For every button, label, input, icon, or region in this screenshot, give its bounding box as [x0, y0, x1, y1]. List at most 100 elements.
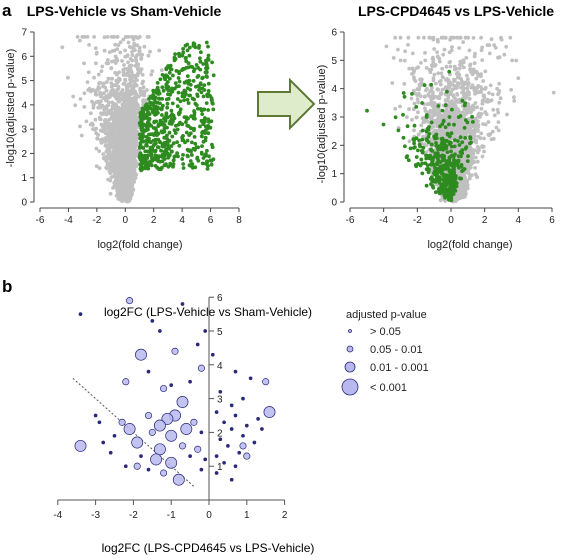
chart-a1-point-s0: [110, 161, 115, 166]
chart-a1-point-s1: [157, 91, 162, 96]
chart-a1-point-s1: [153, 149, 158, 154]
chart-a1-point-s1: [199, 118, 204, 123]
chart-a1-point-s0: [104, 123, 109, 128]
chart-a1-point-s0: [132, 43, 137, 48]
chart-a1-point-s1: [211, 73, 216, 78]
chart-a1-point-s0: [148, 49, 152, 54]
chart-a1-point-s0: [96, 133, 100, 137]
chart-a1-point-s1: [144, 102, 149, 107]
chart-a1-x-tick-label: 6: [208, 215, 214, 226]
chart-a2-point-s0: [490, 129, 495, 134]
chart-a2-point-s0: [407, 107, 411, 111]
chart-a1-point-s0: [113, 42, 118, 47]
chart-a1-point-s0: [106, 61, 110, 66]
chart-a2-point-s0: [398, 58, 403, 63]
chart-a1-point-s1: [209, 162, 214, 167]
chart-a1-point-s1: [140, 109, 145, 114]
chart-a1-y-tick-label: 5: [21, 76, 27, 87]
chart-a1-point-s0: [103, 143, 108, 148]
chart-a1-point-s0: [120, 160, 125, 165]
chart-a1-point-s1: [185, 74, 190, 78]
chart-a2-point-s0: [480, 58, 485, 62]
chart-a1-point-s0: [113, 123, 118, 128]
chart-a1-point-s1: [193, 165, 198, 170]
chart-a2-point-s0: [496, 110, 501, 115]
chart-a1-point-s1: [181, 47, 186, 51]
chart-a1-point-s1: [161, 144, 165, 149]
chart-a1-point-s1: [167, 153, 172, 158]
chart-a1-point-s1: [164, 66, 169, 71]
chart-a1-point-s0: [121, 37, 126, 42]
chart-a1-point-s0: [126, 40, 131, 45]
chart-a1-point-s1: [144, 135, 149, 139]
chart-a1-point-s0: [125, 87, 130, 92]
chart-a1-point-s0: [105, 160, 110, 165]
chart-a2-point-s0: [450, 45, 454, 49]
chart-a1-point-s1: [172, 116, 177, 121]
chart-a1-point-s0: [125, 154, 130, 158]
chart-a1-point-s0: [119, 127, 124, 132]
chart-a1-point-s0: [102, 48, 107, 53]
chart-a1-point-s0: [85, 35, 90, 39]
chart-a2-y-tick-label: 4: [331, 84, 337, 95]
chart-a1-point-s0: [133, 82, 138, 87]
chart-a1-point-s0: [110, 49, 115, 53]
chart-a1-point-s1: [193, 141, 198, 146]
chart-a1-point-s1: [175, 127, 180, 132]
chart-a1-point-s1: [171, 73, 175, 78]
chart-a2-point-s0: [471, 36, 476, 40]
chart-a1-point-s0: [60, 45, 65, 50]
chart-a1-point-s1: [151, 88, 156, 93]
chart-a2-point-s0: [508, 35, 513, 40]
chart-a1-point-s0: [106, 136, 111, 141]
chart-a2-point-s0: [484, 112, 489, 117]
chart-a1-point-s0: [135, 110, 140, 115]
chart-a1-point-s1: [166, 92, 170, 97]
chart-a1-point-s1: [211, 107, 216, 112]
chart-a2-point-s0: [479, 35, 483, 40]
chart-a2-point-s0: [480, 154, 485, 159]
chart-a1-point-s0: [115, 35, 119, 39]
chart-a1-point-s1: [190, 96, 195, 101]
chart-a1-point-s0: [84, 119, 89, 124]
chart-a2-point-s0: [423, 51, 427, 55]
chart-a1-point-s1: [204, 153, 208, 158]
chart-a1-point-s0: [129, 153, 134, 158]
chart-a1-point-s0: [100, 64, 105, 69]
chart-a2-point-s0: [496, 120, 501, 124]
chart-a1-point-s1: [201, 94, 206, 99]
chart-a1-point-s1: [156, 122, 161, 127]
chart-a2-y-tick-label: 2: [331, 141, 337, 152]
chart-a1-point-s1: [158, 118, 163, 123]
chart-a1-point-s0: [123, 48, 127, 53]
chart-a1-point-s1: [180, 157, 185, 161]
chart-a1-point-s1: [170, 134, 175, 139]
chart-a1-point-s1: [192, 135, 197, 139]
chart-a1-title: LPS-Vehicle vs Sham-Vehicle: [27, 3, 222, 19]
chart-a1-point-s1: [171, 158, 176, 163]
chart-a1-point-s1: [195, 92, 200, 97]
chart-a2-point-s0: [479, 131, 484, 136]
chart-a1-point-s0: [114, 91, 119, 95]
chart-a2-point-s0: [430, 57, 435, 61]
chart-a1-point-s1: [185, 42, 190, 47]
chart-a1-point-s1: [191, 79, 196, 83]
chart-a1-point-s1: [165, 84, 170, 89]
chart-a1-point-s0: [109, 93, 114, 97]
chart-a1-point-s0: [128, 112, 133, 116]
chart-a1-point-s0: [123, 35, 128, 39]
chart-a1-point-s1: [206, 81, 211, 86]
chart-a1-point-s0: [108, 124, 112, 129]
chart-a1-point-s0: [130, 53, 135, 57]
chart-a2-point-s0: [466, 77, 470, 82]
chart-a1-x-tick-label: -6: [36, 215, 45, 226]
chart-a1-point-s1: [151, 110, 156, 115]
chart-a1-point-s1: [187, 53, 192, 58]
chart-a1-point-s0: [113, 70, 118, 75]
chart-a1-point-s0: [113, 94, 117, 99]
chart-a1-point-s0: [128, 165, 133, 170]
chart-a2-point-s0: [427, 35, 432, 40]
chart-a1-point-s1: [168, 161, 173, 166]
chart-a2-point-s0: [482, 136, 486, 141]
